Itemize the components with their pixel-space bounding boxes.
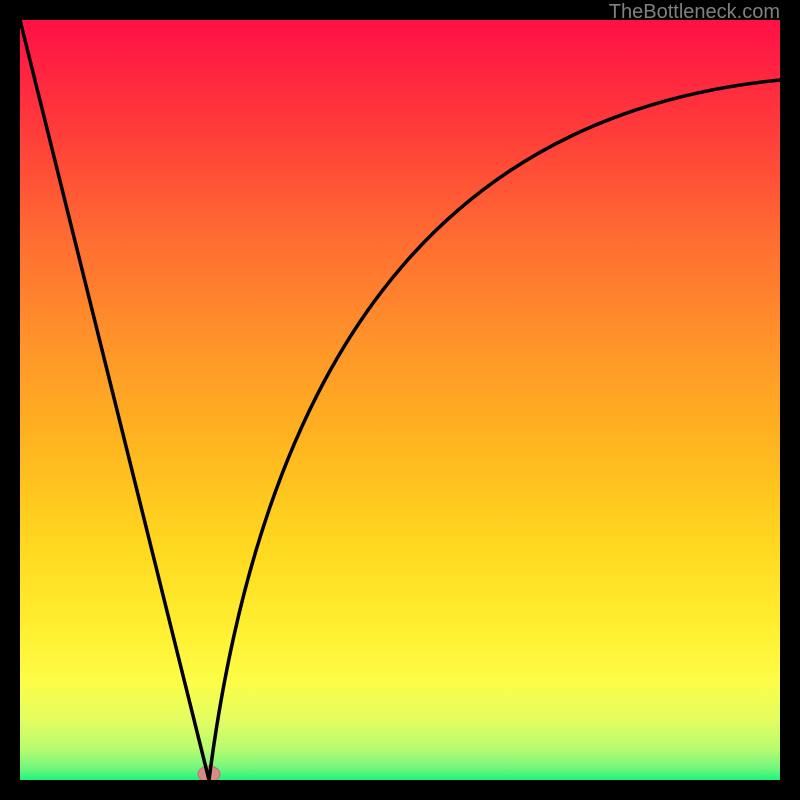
chart-container: TheBottleneck.com xyxy=(0,0,800,800)
bottleneck-chart: TheBottleneck.com xyxy=(0,0,800,800)
attribution-text: TheBottleneck.com xyxy=(609,1,780,23)
gradient-background xyxy=(20,20,780,780)
